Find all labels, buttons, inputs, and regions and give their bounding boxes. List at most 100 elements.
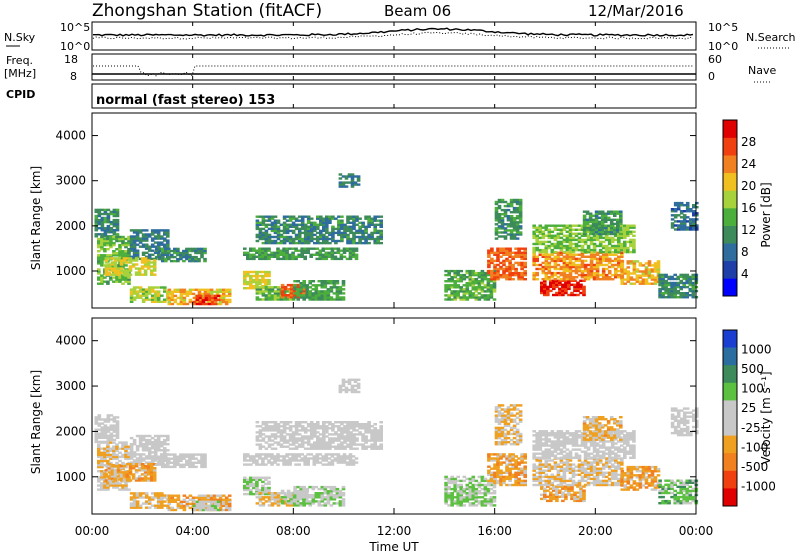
power-cell-r0 [100, 233, 105, 236]
power-cell-r4 [194, 255, 198, 259]
power-cell-r14 [314, 288, 319, 291]
velocity-cell-r1 [109, 447, 113, 450]
velocity-cell-r12 [294, 429, 299, 432]
power-cell-r13 [356, 177, 361, 180]
velocity-cell-r3 [110, 477, 115, 480]
power-cell-r20 [580, 232, 585, 235]
power-cell-r19 [556, 263, 561, 267]
power-cell-r20 [541, 230, 546, 233]
power-cell-r19 [565, 255, 570, 258]
power-cell-r9 [267, 290, 272, 293]
power-cell-r19 [571, 263, 576, 267]
power-cell-r2 [166, 243, 170, 246]
power-cell-r17 [515, 237, 520, 240]
power-cell-r1 [124, 241, 128, 245]
power-cell-r20 [541, 232, 546, 235]
power-cell-r12 [306, 237, 311, 241]
power-cell-r12 [300, 215, 305, 218]
velocity-cell-r11 [351, 461, 356, 464]
power-cell-r11 [354, 257, 359, 261]
velocity-cell-r12 [267, 425, 272, 428]
velocity-cell-r6 [227, 506, 232, 510]
power-cell-r2 [147, 235, 152, 238]
velocity-cell-r1 [97, 445, 101, 448]
power-cell-r13 [356, 175, 361, 178]
velocity-cell-r2 [144, 445, 149, 448]
power-cell-r12 [303, 227, 308, 231]
power-cell-r16 [487, 265, 491, 269]
power-cell-r11 [339, 255, 344, 258]
power-cell-r20 [568, 240, 573, 244]
power-cell-r12 [358, 235, 362, 239]
power-cell-r0 [100, 229, 105, 232]
velocity-cell-r12 [306, 423, 311, 426]
power-cell-r20 [550, 242, 555, 246]
power-cell-r24 [685, 208, 690, 211]
power-cell-r12 [352, 231, 356, 235]
velocity-cell-r3 [152, 471, 157, 474]
velocity-cell-r11 [270, 463, 274, 466]
power-cell-r12 [267, 217, 272, 220]
nave-label: Nave [748, 64, 776, 77]
velocity-cell-r4 [161, 459, 165, 462]
power-cell-r20 [629, 230, 633, 233]
power-cell-r0 [103, 231, 108, 234]
power-cell-r13 [338, 185, 343, 188]
power-cell-r1 [97, 268, 101, 271]
velocity-cell-r12 [270, 427, 275, 430]
power-cell-r6 [203, 292, 208, 296]
power-cell-r19 [589, 253, 594, 256]
power-cell-r22 [647, 268, 652, 271]
velocity-cell-r11 [342, 453, 347, 456]
power-cell-r17 [518, 225, 523, 228]
power-cell-r21 [616, 220, 620, 224]
velocity-cell-r12 [325, 429, 329, 432]
power-cell-r12 [300, 239, 305, 243]
power-cell-r0 [112, 214, 117, 218]
velocity-cell-r12 [303, 427, 308, 430]
power-cell-r12 [270, 229, 275, 233]
power-cell-r0 [100, 227, 105, 230]
power-cell-r20 [583, 242, 588, 246]
velocity-cell-r6 [167, 498, 172, 501]
power-cell-r17 [515, 223, 520, 226]
power-cell-r12 [376, 223, 380, 226]
velocity-cell-r0 [115, 432, 120, 435]
power-cell-r2 [166, 231, 170, 234]
power-cell-r18 [567, 287, 571, 291]
power-cell-r1 [103, 254, 107, 257]
velocity-cell-r2 [135, 453, 140, 456]
power-cell-r22 [650, 264, 655, 267]
power-cell-r20 [586, 236, 591, 240]
velocity-cell-r12 [261, 429, 266, 432]
power-cell-r18 [561, 289, 565, 293]
power-cell-r23 [673, 273, 677, 277]
power-cell-r23 [688, 275, 693, 279]
power-cell-r12 [313, 237, 317, 241]
power-cell-r17 [497, 235, 502, 238]
power-cell-r12 [294, 217, 299, 220]
power-cell-r20 [614, 244, 618, 248]
velocity-cell-r5 [156, 494, 161, 497]
power-cell-r3 [122, 271, 127, 274]
power-cell-r19 [562, 269, 567, 273]
power-cell-r0 [103, 227, 108, 230]
power-cell-r12 [276, 231, 281, 235]
power-cell-r18 [552, 293, 556, 297]
power-cell-r3 [143, 263, 148, 266]
power-cell-r6 [170, 298, 175, 302]
power-cell-r8 [261, 276, 265, 280]
velocity-cell-r12 [267, 421, 272, 424]
power-cell-r12 [325, 237, 329, 241]
power-cell-r6 [221, 298, 226, 302]
power-cell-r11 [330, 253, 335, 256]
power-cell-r16 [514, 253, 518, 256]
power-cell-r24 [695, 224, 699, 227]
power-cell-r19 [592, 278, 597, 281]
power-cell-r20 [604, 236, 609, 240]
power-cell-r20 [592, 246, 597, 250]
power-cell-r4 [197, 251, 201, 255]
velocity-cell-r12 [297, 423, 302, 426]
velocity-cell-r12 [346, 423, 350, 426]
velocity-cell-r0 [94, 434, 99, 437]
